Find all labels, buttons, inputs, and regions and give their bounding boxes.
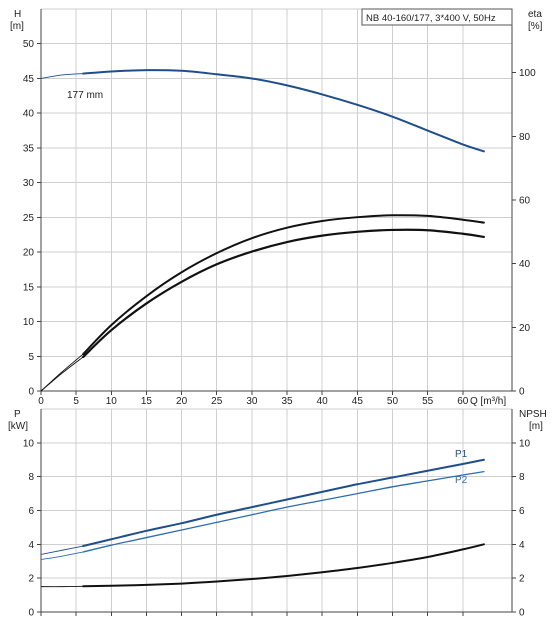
series-extension-177-mm: [40, 73, 84, 79]
right-tick-label: 0: [519, 387, 525, 398]
x-tick-label: 0: [38, 396, 44, 407]
series-label-177mm: 177 mm: [67, 90, 103, 101]
right-tick-label: 4: [519, 540, 525, 551]
right-tick-label: 80: [519, 132, 531, 143]
x-tick-label: 25: [211, 396, 223, 407]
left-tick-label: 0: [28, 608, 34, 619]
series-line-series-2: [82, 228, 485, 359]
top-grid: [41, 8, 513, 391]
left-tick-label: 40: [23, 109, 35, 120]
top-series: [40, 69, 485, 392]
right-tick-label: 10: [519, 438, 531, 449]
series-line-p2: [82, 470, 485, 553]
right-tick-label: 2: [519, 574, 525, 585]
series-extension-series-2: [40, 356, 84, 392]
x-axis-label: Q [m³/h]: [470, 396, 506, 407]
bottom-left-axis-unit: [kW]: [8, 421, 28, 432]
bottom-series: [40, 458, 485, 588]
top-right-axis-unit: [%]: [528, 21, 543, 32]
x-tick-label: 45: [352, 396, 364, 407]
left-tick-label: 15: [23, 282, 35, 293]
bottom-left-axis-label: P: [14, 409, 21, 420]
left-tick-label: 8: [28, 472, 34, 483]
top-left-axis-label: H: [14, 9, 21, 20]
left-tick-label: 0: [28, 387, 34, 398]
x-tick-label: 60: [457, 396, 469, 407]
right-tick-label: 6: [519, 506, 525, 517]
bottom-grid: [41, 408, 513, 612]
x-tick-label: 10: [106, 396, 118, 407]
series-label-p1: P1: [455, 449, 468, 460]
series-label-p2: P2: [455, 475, 468, 486]
right-tick-label: 60: [519, 196, 531, 207]
top-right-axis-label: eta: [528, 9, 542, 20]
series-extension-p2: [40, 551, 84, 561]
left-tick-label: 35: [23, 143, 35, 154]
left-tick-label: 20: [23, 248, 35, 259]
right-tick-label: 100: [519, 68, 536, 79]
x-tick-label: 20: [176, 396, 188, 407]
top-axes-frame: [37, 9, 516, 395]
left-tick-label: 10: [23, 317, 35, 328]
x-tick-label: 15: [141, 396, 153, 407]
left-tick-label: 25: [23, 213, 35, 224]
left-tick-label: 45: [23, 74, 35, 85]
series-line-177-mm: [82, 69, 485, 153]
x-tick-label: 55: [422, 396, 434, 407]
right-tick-label: 20: [519, 323, 531, 334]
chart-title: NB 40-160/177, 3*400 V, 50Hz: [366, 13, 496, 24]
left-tick-label: 10: [23, 438, 35, 449]
right-tick-label: 40: [519, 259, 531, 270]
series-extension-p1: [40, 545, 84, 555]
series-line-p1: [82, 458, 485, 548]
bottom-tick-labels: 0 2 4 6 8 10 0 2 4 6 8 10: [23, 438, 531, 618]
x-tick-label: 50: [387, 396, 399, 407]
chart-title-box: [361, 8, 513, 26]
left-tick-label: 5: [28, 352, 34, 363]
left-tick-label: 2: [28, 574, 34, 585]
left-tick-label: 30: [23, 178, 35, 189]
x-tick-label: 35: [281, 396, 293, 407]
top-tick-labels: 0 5 10 15 20 25 30 35 40 45 50 0 20 40 60 80 100 0 5 10 15 20…: [23, 39, 536, 407]
series-line-series-2: [82, 543, 485, 588]
top-left-axis-unit: [m]: [10, 21, 24, 32]
bottom-axes-frame: [37, 409, 516, 616]
left-tick-label: 4: [28, 540, 34, 551]
bottom-right-axis-unit: [m]: [529, 421, 543, 432]
left-tick-label: 6: [28, 506, 34, 517]
series-line-series-1: [82, 214, 485, 356]
right-tick-label: 8: [519, 472, 525, 483]
right-tick-label: 0: [519, 608, 525, 619]
x-tick-label: 40: [317, 396, 329, 407]
left-tick-label: 50: [23, 39, 35, 50]
bottom-right-axis-label: NPSH: [519, 409, 547, 420]
x-tick-label: 30: [246, 396, 258, 407]
x-tick-label: 5: [73, 396, 79, 407]
